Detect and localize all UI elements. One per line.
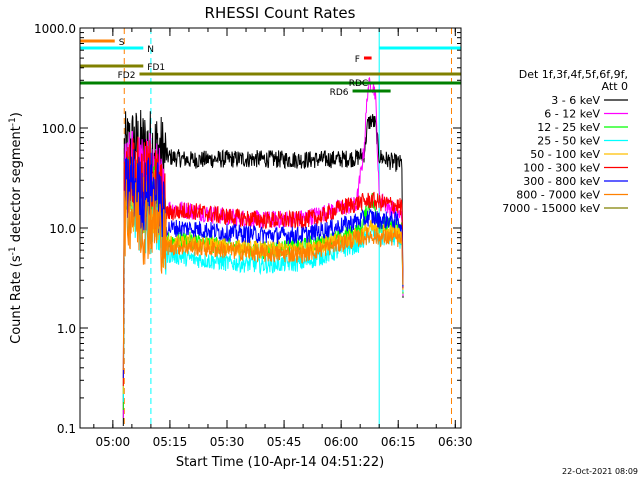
legend-entry-label: 6 - 12 keV xyxy=(544,108,600,121)
series-line xyxy=(122,174,404,403)
y-tick-label: 0.1 xyxy=(57,422,76,436)
y-axis-label-part: detector segment xyxy=(9,126,24,246)
y-tick-label: 100.0 xyxy=(42,122,76,136)
x-tick-label: 05:30 xyxy=(210,435,245,449)
y-axis-label-exponent: -1 xyxy=(8,246,18,255)
generation-timestamp: 22-Oct-2021 08:09 xyxy=(562,467,638,476)
x-tick-label: 05:15 xyxy=(153,435,188,449)
y-tick-label: 1.0 xyxy=(57,322,76,336)
y-tick-label: 10.0 xyxy=(49,222,76,236)
chart-title: RHESSI Count Rates xyxy=(205,4,356,22)
flag-label: RDC xyxy=(349,79,368,89)
flag-label: FD1 xyxy=(147,63,165,73)
x-tick-label: 05:45 xyxy=(267,435,302,449)
legend-entry-label: 300 - 800 keV xyxy=(523,175,600,188)
x-axis-label: Start Time (10-Apr-14 04:51:22) xyxy=(176,455,384,470)
legend-header: Det 1f,3f,4f,5f,6f,9f, xyxy=(519,68,628,81)
y-axis-label-part: Count Rate (s xyxy=(9,255,24,344)
flag-label: N xyxy=(147,45,154,55)
series-line xyxy=(122,109,404,427)
x-tick-label: 06:15 xyxy=(381,435,416,449)
y-axis-label: Count Rate (s-1 detector segment-1) xyxy=(8,112,24,344)
legend-entry-label: 25 - 50 keV xyxy=(537,135,600,148)
series-line xyxy=(122,136,404,387)
x-tick-label: 06:00 xyxy=(324,435,359,449)
legend-entry-label: 50 - 100 keV xyxy=(530,148,600,161)
y-axis-label-exponent: -1 xyxy=(8,117,18,126)
y-axis: 0.1 1.0 10.0 100.0 1000.0 xyxy=(34,22,461,436)
legend-entry-label: 7000 - 15000 keV xyxy=(502,202,600,215)
x-tick-label: 05:00 xyxy=(96,435,131,449)
legend-entry-label: 12 - 25 keV xyxy=(537,121,600,134)
flag-label: RD6 xyxy=(330,88,349,98)
x-tick-label: 06:30 xyxy=(438,435,473,449)
y-tick-label: 1000.0 xyxy=(34,22,76,36)
flag-label: S xyxy=(119,38,125,48)
flag-label: F xyxy=(355,55,360,65)
series-line xyxy=(122,149,404,379)
flag-label: FD2 xyxy=(118,71,136,81)
legend-entry-label: 800 - 7000 keV xyxy=(516,189,600,202)
legend-entry-label: 3 - 6 keV xyxy=(551,94,600,107)
y-axis-label-part: ) xyxy=(9,112,24,117)
legend-entry-label: 100 - 300 keV xyxy=(523,162,600,175)
legend-header: Att 0 xyxy=(602,80,628,93)
x-axis: 05:00 05:15 05:30 05:45 06:00 06:15 06:30 xyxy=(93,28,473,449)
series-line xyxy=(122,179,404,371)
